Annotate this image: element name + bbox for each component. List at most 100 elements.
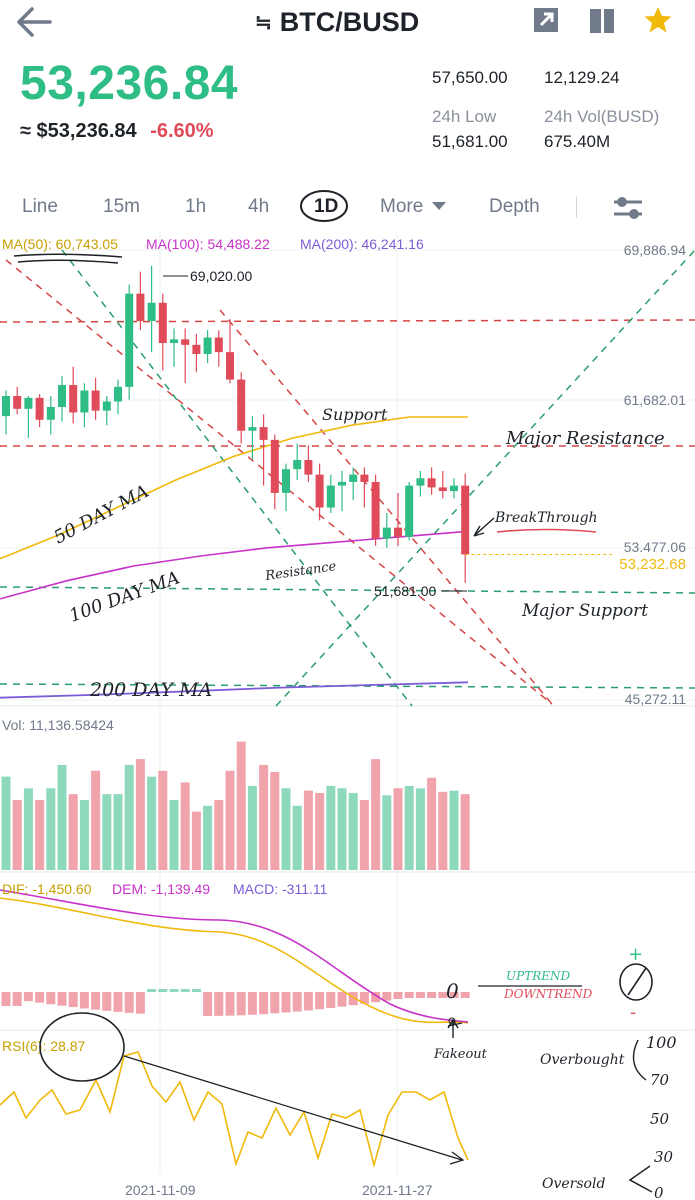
candle-body-14 [158,302,167,343]
volume-bar-7 [79,799,89,870]
macd-hist-6 [68,992,78,1008]
volume-bar-26 [292,805,302,870]
rsi-scale-30: 30 [654,1148,674,1166]
macd-hist-27 [303,992,313,1011]
macd-hist-9 [102,992,112,1011]
uptrend-channel-green [275,249,695,707]
rsi-handdrawn-circle [39,1012,125,1082]
annotation-major-resistance: Major Resistance [505,428,665,449]
tab-4h[interactable]: 4h [248,196,270,217]
breakthrough-arrow-icon [473,517,495,537]
book-icon[interactable] [587,5,617,40]
macd-hist-8 [91,992,101,1010]
macd-hist-28 [315,992,325,1010]
volume-bar-10 [113,794,123,870]
volume-bar-41 [460,794,470,870]
macd-hist-19 [214,992,224,1016]
annotation-resistance: Resistance [263,559,337,584]
volume-bar-19 [214,799,224,870]
tab-1d-handdrawn-circle [300,190,348,222]
annotation-uptrend: UPTREND [506,969,570,983]
volume-bar-8 [91,770,101,870]
zero-slash [627,967,647,996]
macd-hist-0 [1,992,11,1006]
top-bar: ≒ BTC/BUSD [0,0,695,50]
price-axis-bottom: 45,272.11 [625,691,686,707]
change-percent: -6.60% [150,120,214,142]
macd-hist-31 [348,992,358,1006]
candle-body-26 [293,460,302,470]
candle-body-19 [214,337,223,353]
macd-hist-23 [259,992,269,1015]
candle-body-31 [349,474,358,482]
pair-title[interactable]: ≒ BTC/BUSD [255,6,419,38]
macd-hist-25 [281,992,291,1013]
candle-body-9 [102,401,111,411]
kline-chart[interactable]: MA(50): 60,743.05 MA(100): 54,488.22 MA(… [0,230,695,1200]
ma50-legend: MA(50): 60,743.05 [2,236,118,252]
volume-bar-15 [169,799,179,870]
macd-hist-36 [404,992,414,998]
volume-bar-29 [326,785,336,870]
candle-body-6 [69,385,78,413]
rsi-scale-0: 0 [654,1184,664,1200]
candle-body-16 [181,339,190,345]
rsi-panel [0,1017,469,1169]
volume-bar-31 [348,792,358,870]
annotation-200-day-ma: 200 DAY MA [89,679,212,701]
macd-hist-2 [23,992,33,1002]
volume-bar-30 [337,788,347,870]
volume-bar-25 [281,788,291,870]
macd-hist-15 [169,989,179,992]
high-24h-value: 57,650.00 [432,68,508,87]
macd-hist-29 [326,992,336,1008]
volume-bar-27 [303,790,313,870]
candle-body-41 [461,485,470,555]
candle-body-1 [13,396,22,409]
back-arrow-icon[interactable] [14,4,54,40]
vol-btc-value: 12,129.24 [544,68,620,87]
star-icon[interactable] [643,5,673,40]
low-24h-label: 24h Low [432,107,497,126]
tab-15m[interactable]: 15m [103,196,140,217]
overbought-bracket [632,1039,647,1081]
fakeout-arrow-icon [447,1018,459,1038]
ma50-line [0,416,468,560]
candle-body-12 [136,293,145,322]
tab-1d[interactable]: 1D [314,196,339,217]
rsi-line [0,1051,469,1169]
macd-panel [0,889,470,1024]
macd-hist-33 [371,992,381,1003]
annotation-oversold: Oversold [542,1176,605,1192]
annotation-support: Support [322,405,388,424]
external-link-icon[interactable] [531,5,561,40]
candle-body-37 [416,478,425,486]
tab-1h[interactable]: 1h [185,196,207,217]
volume-bar-34 [382,795,392,870]
candle-body-33 [371,481,380,539]
settings-sliders-icon[interactable] [612,194,644,222]
annotation-overbought: Overbought [540,1052,625,1068]
candle-body-35 [394,527,402,537]
low-marker-label: 51,681.00 [374,583,436,599]
volume-bar-11 [124,764,134,870]
volume-bar-23 [259,764,269,870]
candle-body-29 [326,485,335,508]
tab-line[interactable]: Line [22,196,58,217]
candle-body-18 [203,337,212,354]
volume-bar-14 [158,770,168,870]
macd-hist-40 [449,992,459,998]
macd-hist-12 [135,992,145,1014]
candle-body-5 [58,385,66,407]
breakthrough-underline [496,528,597,533]
macd-hist-3 [35,992,45,1003]
volume-bar-9 [102,794,112,870]
tab-more[interactable]: More [380,196,424,217]
macd-hist-18 [203,992,213,1016]
macd-dif-line [0,897,469,1024]
macd-value-label: MACD: -311.11 [233,881,328,897]
volume-bar-35 [393,788,403,870]
tab-depth[interactable]: Depth [489,196,540,217]
annotation-fakeout: Fakeout [433,1047,488,1062]
vol-busd-value: 675.40M [544,132,611,151]
